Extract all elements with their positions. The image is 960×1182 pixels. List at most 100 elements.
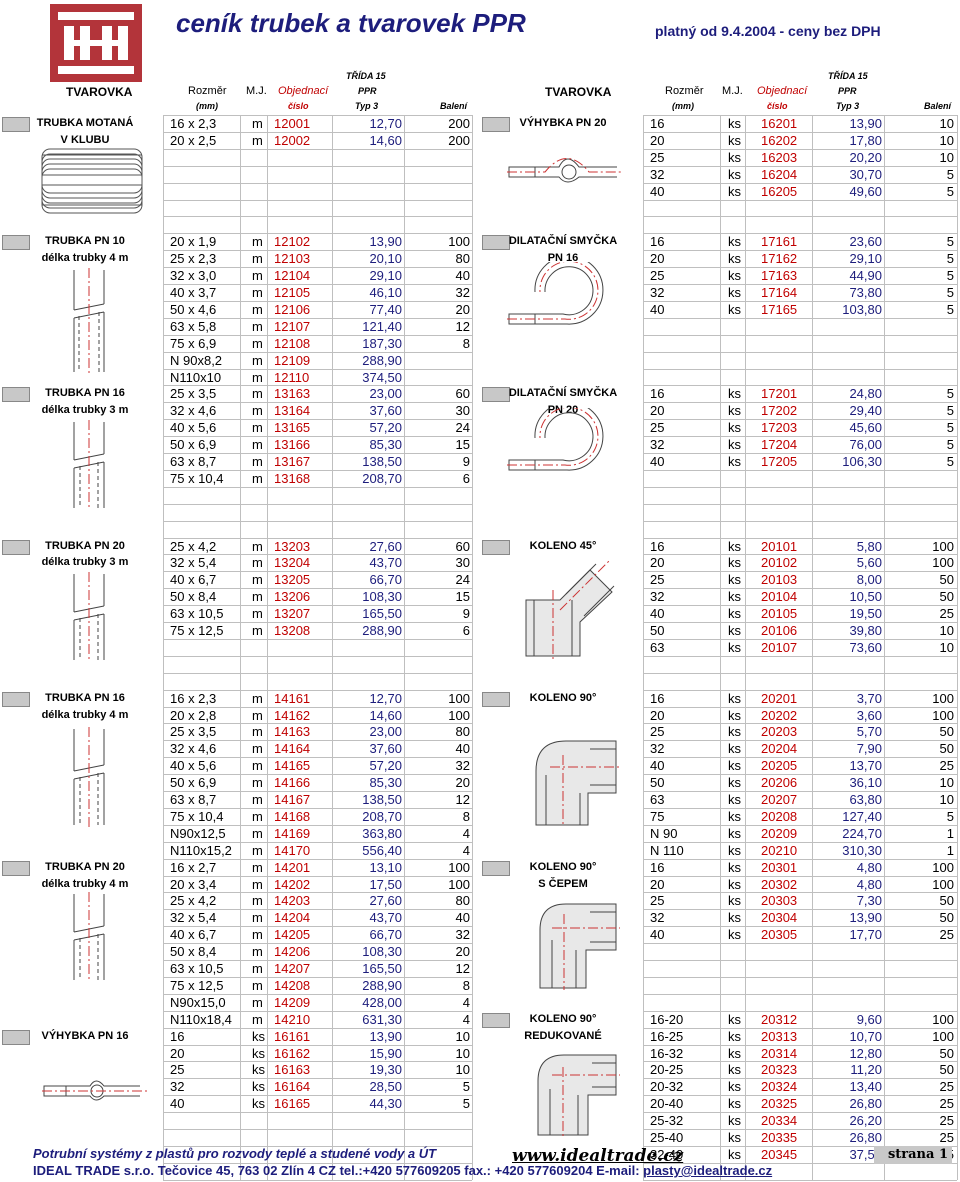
grid-line: [643, 960, 957, 961]
grid-line: [643, 571, 957, 573]
price-cell: 27,60: [369, 538, 402, 554]
section-label: VÝHYBKA PN 20: [519, 117, 607, 129]
order-code-cell: 16205: [761, 183, 798, 199]
pack-cell: 8: [462, 335, 470, 351]
size-cell: 50 x 8,4: [170, 589, 217, 605]
order-code-cell: 16204: [761, 166, 798, 182]
unit-cell: ks: [728, 1146, 741, 1162]
size-cell: 16: [650, 859, 665, 875]
grid-line: [643, 841, 957, 843]
unit-cell: ks: [252, 1079, 265, 1095]
size-cell: N90x12,5: [170, 825, 226, 841]
size-cell: 25-32: [650, 1113, 684, 1129]
unit-cell: ks: [728, 741, 741, 757]
grid-line: [163, 909, 472, 911]
grid-line: [163, 1044, 472, 1046]
pack-cell: 5: [946, 403, 954, 419]
price-cell: 29,10: [369, 268, 402, 284]
company-logo: [50, 4, 142, 82]
order-code-cell: 14201: [274, 859, 311, 875]
size-cell: N 110: [650, 842, 684, 858]
order-code-cell: 13165: [274, 420, 311, 436]
grid-line: [163, 1095, 472, 1097]
email-link[interactable]: plasty@idealtrade.cz: [643, 1163, 773, 1178]
pack-cell: 25: [939, 1079, 954, 1095]
section-label: TRUBKA PN 16: [45, 387, 125, 400]
pipe-drawing-pn10: [73, 268, 105, 374]
grid-line: [643, 233, 957, 235]
grid-line: [472, 115, 473, 1180]
size-cell: 20: [650, 403, 665, 419]
grid-line: [643, 605, 957, 607]
unit-cell: ks: [728, 1130, 741, 1145]
unit-cell: ks: [728, 149, 741, 165]
grid-line: [163, 402, 472, 404]
coil-pipe-drawing: [41, 148, 143, 214]
unit-cell: ks: [728, 555, 741, 571]
section-label: KOLENO 90°: [529, 691, 597, 704]
elbow-90-drawing: [535, 740, 620, 827]
grid-line: [163, 419, 472, 421]
pack-cell: 10: [455, 1062, 470, 1078]
order-code-cell: 12102: [274, 234, 311, 250]
unit-cell: m: [252, 859, 263, 875]
pack-cell: 4: [462, 1011, 470, 1027]
order-code-cell: 17161: [761, 234, 798, 250]
price-cell: 138,50: [362, 792, 402, 807]
section-label: KOLENO 90°: [529, 1012, 597, 1025]
grid-line: [643, 875, 957, 877]
section-label: KOLENO 45°: [529, 539, 597, 552]
price-cell: 29,10: [849, 251, 882, 267]
grid-line: [643, 436, 957, 438]
section-marker: [482, 117, 510, 132]
pipe-drawing-pn16-3m: [73, 420, 105, 510]
pack-cell: 5: [946, 251, 954, 267]
size-cell: 50 x 6,9: [170, 437, 217, 453]
size-cell: 50 x 4,6: [170, 301, 217, 317]
grid-line: [163, 993, 472, 995]
unit-cell: ks: [728, 792, 741, 807]
section-marker: [482, 235, 510, 251]
order-code-cell: 14210: [274, 1011, 311, 1027]
website-link[interactable]: www.idealtrade.cz: [512, 1146, 684, 1166]
size-cell: 16-25: [650, 1028, 684, 1044]
unit-cell: m: [252, 994, 263, 1010]
price-cell: 13,70: [849, 758, 882, 774]
grid-line: [643, 486, 957, 488]
section-label: KOLENO 90°: [529, 860, 597, 873]
unit-cell: ks: [728, 268, 741, 284]
grid-line: [884, 115, 885, 1180]
price-cell: 37,50: [849, 1146, 882, 1162]
unit-cell: ks: [728, 1045, 741, 1061]
size-cell: 75 x 10,4: [170, 808, 224, 824]
size-cell: 20 x 1,9: [170, 234, 217, 250]
order-code-cell: 20102: [761, 555, 798, 571]
pack-cell: 25: [939, 1113, 954, 1129]
pack-cell: 5: [946, 420, 954, 436]
grid-line: [163, 1010, 472, 1012]
size-cell: 32-40: [650, 1146, 684, 1162]
pack-cell: 80: [455, 251, 470, 267]
grid-line: [163, 740, 472, 742]
class-header-right: TŘÍDA 15: [828, 71, 868, 81]
order-code-cell: 20201: [761, 690, 798, 706]
grid-line: [163, 233, 472, 235]
price-cell: 17,70: [849, 927, 882, 943]
unit-cell: m: [252, 285, 263, 300]
grid-line: [643, 453, 957, 454]
grid-line: [643, 115, 957, 116]
price-cell: 57,20: [369, 420, 402, 436]
grid-line: [720, 115, 721, 1180]
order-code-cell: 17204: [761, 437, 798, 453]
section-marker: [2, 691, 30, 707]
size-cell: 25 x 4,2: [170, 893, 217, 909]
unit-cell: m: [252, 977, 263, 993]
order-code-cell: 14163: [274, 724, 311, 740]
pack-cell: 9: [462, 606, 470, 622]
section-marker: [2, 387, 30, 403]
contact-address: IDEAL TRADE s.r.o. Tečovice 45, 763 02 Z…: [33, 1163, 644, 1178]
grid-line: [643, 537, 957, 539]
price-cell: 12,70: [369, 116, 402, 131]
price-cell: 10,70: [849, 1028, 882, 1044]
size-cell: 32: [650, 285, 665, 300]
